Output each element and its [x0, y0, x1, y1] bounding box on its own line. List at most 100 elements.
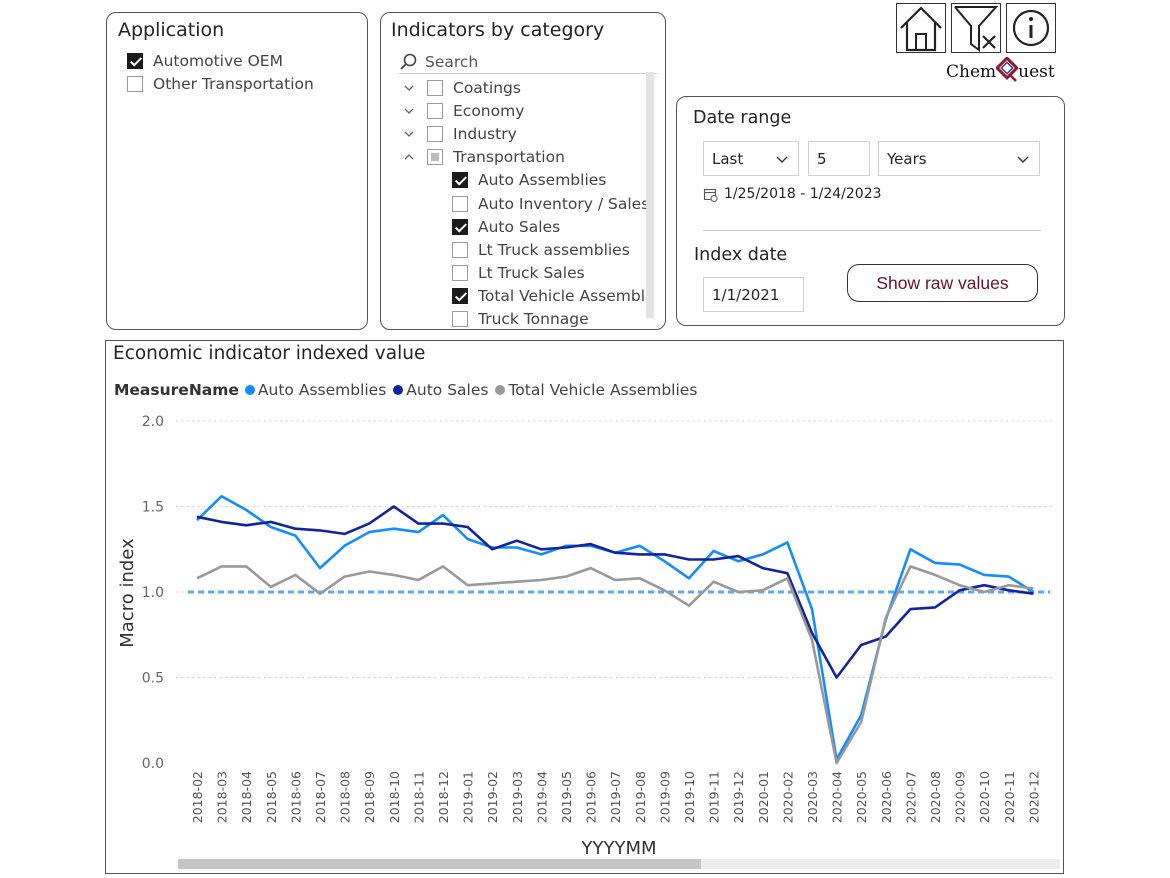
logo-text-right: uest [1018, 62, 1055, 82]
category-economy[interactable]: Economy [427, 100, 524, 122]
x-tick-label: 2018-12 [436, 771, 451, 823]
checkbox-unchecked-icon[interactable] [452, 196, 468, 212]
legend-item-auto-assemblies[interactable]: Auto Assemblies [244, 381, 386, 399]
indicator-auto-inventory-sales[interactable]: Auto Inventory / Sales ... [452, 193, 651, 215]
date-range-card: Date range Last 5 Years 1/25/2018 - 1/24… [676, 96, 1065, 326]
x-tick-label: 2019-01 [461, 771, 476, 823]
index-date-input[interactable]: 1/1/2021 [703, 277, 804, 312]
indicator-lt-truck-sales[interactable]: Lt Truck Sales [452, 262, 585, 284]
chevron-down-icon[interactable] [403, 128, 415, 140]
show-raw-values-button[interactable]: Show raw values [847, 264, 1038, 302]
index-date-title: Index date [694, 245, 788, 265]
x-tick-label: 2020-06 [879, 771, 894, 823]
series-line-auto-assemblies [196, 494, 1035, 761]
indicator-lt-truck-assemblies[interactable]: Lt Truck assemblies [452, 239, 630, 261]
indicator-auto-assemblies[interactable]: Auto Assemblies [452, 169, 606, 191]
checkbox-unchecked-icon[interactable] [427, 80, 443, 96]
application-title: Application [118, 19, 225, 41]
clear-filters-button[interactable] [951, 3, 1001, 53]
checkbox-checked-icon[interactable] [127, 53, 143, 69]
x-tick-label: 2020-02 [780, 771, 795, 823]
x-tick-label: 2018-07 [313, 771, 328, 823]
chevron-down-icon [776, 156, 788, 163]
chart-plot: 2.0 1.5 1.0 0.5 0.0 2018-02 2018-03 2018-04 2018… [117, 414, 1056, 859]
x-tick-label: 2020-08 [928, 771, 943, 823]
x-tick-label: 2020-07 [903, 771, 918, 823]
checkbox-checked-icon[interactable] [452, 288, 468, 304]
x-tick-label: 2019-05 [559, 771, 574, 823]
x-tick-label: 2018-03 [215, 771, 230, 823]
x-tick-label: 2018-09 [362, 771, 377, 823]
indicator-label: Auto Inventory / Sales ... [478, 195, 651, 213]
x-tick-label: 2019-12 [731, 771, 746, 823]
legend-label: Total Vehicle Assemblies [508, 381, 698, 399]
y-tick-label: 0.5 [142, 671, 164, 687]
category-industry[interactable]: Industry [427, 123, 517, 145]
info-button[interactable] [1006, 3, 1056, 53]
x-axis-title: YYYYMM [580, 838, 656, 859]
indicator-label: Truck Tonnage [478, 310, 589, 328]
date-mode-value: Last [712, 149, 744, 168]
chevron-down-icon[interactable] [403, 105, 415, 117]
option-label: Other Transportation [153, 75, 314, 93]
category-label: Coatings [453, 79, 521, 97]
series-line-auto-sales [196, 505, 1034, 679]
home-button[interactable] [896, 3, 946, 53]
category-label: Transportation [453, 148, 565, 166]
indicator-truck-tonnage[interactable]: Truck Tonnage [452, 308, 589, 329]
indicator-auto-sales[interactable]: Auto Sales [452, 216, 560, 238]
date-range-value: 1/25/2018 - 1/24/2023 [724, 186, 882, 202]
option-automotive-oem[interactable]: Automotive OEM [127, 50, 283, 72]
date-mode-select[interactable]: Last [703, 141, 799, 176]
checkbox-unchecked-icon[interactable] [452, 311, 468, 327]
logo-text-left: Chem [946, 62, 997, 82]
checkbox-unchecked-icon[interactable] [127, 76, 143, 92]
x-tick-label: 2018-08 [338, 771, 353, 823]
x-tick-label: 2018-04 [239, 771, 254, 823]
indicator-label: Lt Truck Sales [478, 264, 585, 282]
x-tick-label: 2020-12 [1026, 771, 1041, 823]
category-coatings[interactable]: Coatings [427, 77, 521, 99]
logo-diamond-icon [995, 55, 1020, 82]
indicator-label: Auto Sales [478, 218, 561, 236]
legend-item-auto-sales[interactable]: Auto Sales [393, 381, 488, 399]
chevron-down-icon[interactable] [403, 82, 415, 94]
x-tick-label: 2019-03 [510, 771, 525, 823]
category-transportation[interactable]: Transportation [427, 146, 565, 168]
checkbox-unchecked-icon[interactable] [427, 126, 443, 142]
legend-title: MeasureName [114, 381, 239, 399]
date-count-input[interactable]: 5 [808, 141, 870, 176]
date-unit-select[interactable]: Years [878, 141, 1040, 176]
date-count-value: 5 [817, 149, 827, 168]
date-range-text: 1/25/2018 - 1/24/2023 [703, 186, 882, 202]
checkbox-partial-icon[interactable] [427, 149, 443, 165]
y-tick-label: 0.0 [142, 756, 164, 772]
legend-item-total-vehicle-assemblies[interactable]: Total Vehicle Assemblies [495, 381, 697, 399]
option-other-transportation[interactable]: Other Transportation [127, 73, 314, 95]
chemquest-logo: Chem uest [946, 55, 1055, 83]
y-tick-label: 1.0 [142, 585, 164, 601]
legend-dot [393, 385, 404, 395]
date-unit-value: Years [887, 149, 927, 168]
indicator-list-scrollbar[interactable] [646, 72, 654, 318]
index-date-value: 1/1/2021 [712, 285, 780, 304]
checkbox-unchecked-icon[interactable] [452, 242, 468, 258]
chevron-up-icon[interactable] [403, 151, 415, 163]
search-box[interactable]: Search [399, 50, 657, 74]
legend-dot [244, 385, 255, 395]
checkbox-checked-icon[interactable] [452, 219, 468, 235]
scrollbar-thumb[interactable] [178, 859, 701, 869]
x-tick-label: 2020-01 [756, 771, 771, 823]
x-tick-label: 2019-06 [584, 771, 599, 823]
x-tick-label: 2018-02 [190, 771, 205, 823]
checkbox-checked-icon[interactable] [452, 172, 468, 188]
y-axis-title: Macro index [117, 538, 138, 648]
checkbox-unchecked-icon[interactable] [452, 265, 468, 281]
clear-filter-icon [954, 6, 999, 52]
economic-indicator-chart: Economic indicator indexed value Measure… [105, 340, 1064, 874]
checkbox-unchecked-icon[interactable] [427, 103, 443, 119]
chart-horizontal-scrollbar[interactable] [178, 859, 1060, 869]
option-label: Automotive OEM [153, 52, 283, 70]
chart-legend: MeasureName Auto Assemblies Auto Sales T… [114, 381, 704, 399]
indicator-total-vehicle-assemblies[interactable]: Total Vehicle Assemblies [452, 285, 651, 307]
